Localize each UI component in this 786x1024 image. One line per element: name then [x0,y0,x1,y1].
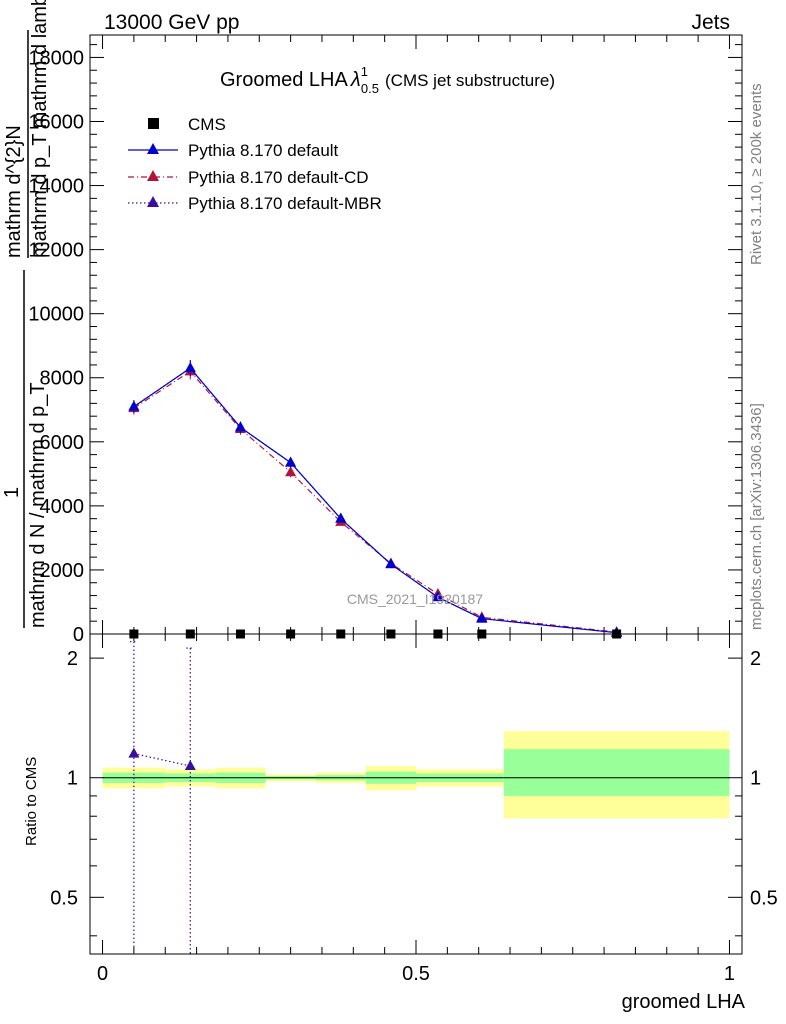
main-y-tick-label: 14000 [28,176,84,198]
main-y-axis-label: mathrm d^{2}N mathrm d p_T mathrm d lamb… [1,0,51,628]
legend-item-cms: CMS [148,115,226,134]
legend-cms-marker [148,118,159,129]
rivet-label: Rivet 3.1.10, ≥ 200k events [748,83,765,265]
ratio-bands [102,731,730,819]
ratio-panel: 0.5 0.51 12 2 0 0.5 1 Ratio to CMS groomed LH… [23,633,778,1013]
legend-cd-marker [147,170,159,181]
x-axis-label: groomed LHA [622,991,746,1013]
main-y-tick-label: 0 [73,624,84,646]
ratio-marker [184,760,196,771]
main-y-tick-label: 2000 [40,560,85,582]
watermark-label: CMS_2021_I1920187 [347,591,483,607]
legend-cd-label: Pythia 8.170 default-CD [188,168,369,187]
legend-cms-label: CMS [188,115,226,134]
chart-title-sub: 0.5 [361,81,379,96]
chart-title-sup: 1 [361,64,368,79]
series-marker-0 [184,362,196,373]
ratio-x-tick-label: 1 [724,963,735,985]
legend-item-default-mbr: Pythia 8.170 default-MBR [128,194,382,213]
main-y-ticks: 0 2000 4000 6000 8000 10000 12000 14000 16000 180… [28,44,742,646]
main-y-tick-label: 16000 [28,111,84,133]
mcplots-label: mcplots.cern.ch [arXiv:1306.3436] [748,403,765,630]
series-marker-1 [285,466,297,477]
series-marker-0 [432,591,444,602]
main-y-tick-label: 6000 [40,432,85,454]
ratio-y-tick-label: 1 [67,768,78,790]
chart-title: Groomed LHA λ1 0.5 (CMS jet substructure) [220,64,555,96]
ratio-marker [128,747,140,758]
legend-default-marker [147,143,159,154]
header-right-text: Jets [691,11,730,34]
ylabel-line-1: mathrm d^{2}N [3,125,25,258]
series-marker-0 [234,421,246,432]
ratio-x-tick-label: 0 [97,963,108,985]
series-marker-0 [285,456,297,467]
header-left-text: 13000 GeV pp [104,11,239,34]
legend-mbr-marker [147,196,159,207]
ratio-y-axis-label: Ratio to CMS [23,757,40,846]
main-x-ticks [102,35,730,634]
legend-default-label: Pythia 8.170 default [188,141,339,160]
ylabel-line-3: 1 [1,487,23,498]
ratio-y-tick-label: 0.5 [50,887,78,909]
ratio-series-line [133,753,191,767]
series-line-1 [133,370,617,633]
ylabel-line-4: mathrm d N / mathrm d p_T [27,382,49,628]
series-marker-0 [385,558,397,569]
series-marker-0 [335,512,347,523]
chart-title-main: Groomed LHA [220,69,348,91]
ratio-y-tick-label-right: 0.5 [750,887,778,909]
chart-title-symbol: λ [350,69,361,91]
main-y-tick-label: 18000 [28,47,84,69]
main-y-tick-label: 12000 [28,240,84,262]
ratio-plot-area [128,641,196,954]
ratio-y-tick-label: 2 [67,648,78,670]
chart-title-note: (CMS jet substructure) [385,71,555,90]
ylabel-line-2: mathrm d p_T mathrm d lambda [29,0,51,258]
legend-mbr-label: Pythia 8.170 default-MBR [188,194,382,213]
main-panel: 0 2000 4000 6000 8000 10000 12000 14000 16000 180… [1,0,743,646]
legend: CMS Pythia 8.170 default Pythia 8.170 de… [128,115,382,213]
ratio-x-tick-label: 0.5 [402,963,430,985]
ratio-y-ticks: 0.5 0.5 1 1 2 2 [50,648,778,937]
ratio-x-ticks: 0 0.5 1 [97,634,735,985]
main-y-tick-label: 4000 [40,496,85,518]
main-y-tick-label: 8000 [40,368,85,390]
series-marker-0 [476,612,488,623]
legend-item-default: Pythia 8.170 default [128,141,339,160]
main-y-tick-label: 10000 [28,304,84,326]
series-marker-0 [128,400,140,411]
ratio-band-green [503,749,730,796]
ratio-y-tick-label-right: 1 [750,768,761,790]
ratio-y-tick-label-right: 2 [750,648,761,670]
legend-item-default-cd: Pythia 8.170 default-CD [128,168,369,187]
